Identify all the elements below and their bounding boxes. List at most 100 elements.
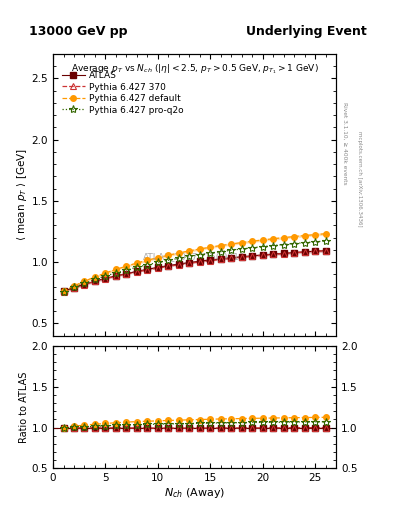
ATLAS [114,273,118,279]
Pythia 6.427 370 [176,262,181,268]
ATLAS [156,264,160,270]
Legend: ATLAS, Pythia 6.427 370, Pythia 6.427 default, Pythia 6.427 pro-q2o: ATLAS, Pythia 6.427 370, Pythia 6.427 de… [61,70,186,116]
Pythia 6.427 370 [260,252,265,259]
Pythia 6.427 370 [187,260,192,266]
Pythia 6.427 pro-q2o [281,242,286,248]
Pythia 6.427 pro-q2o [219,249,223,255]
ATLAS [82,281,87,287]
Pythia 6.427 pro-q2o [229,247,233,253]
Pythia 6.427 default [292,233,296,240]
ATLAS [281,250,286,257]
Pythia 6.427 370 [145,267,150,273]
Line: ATLAS: ATLAS [61,248,328,294]
Text: Underlying Event: Underlying Event [246,26,367,38]
Line: Pythia 6.427 pro-q2o: Pythia 6.427 pro-q2o [59,237,330,296]
Pythia 6.427 pro-q2o [250,245,255,251]
Pythia 6.427 370 [114,273,118,279]
Pythia 6.427 370 [82,282,87,288]
Pythia 6.427 370 [323,248,328,254]
Text: Rivet 3.1.10, ≥ 400k events: Rivet 3.1.10, ≥ 400k events [343,102,348,185]
Pythia 6.427 370 [229,255,233,262]
Pythia 6.427 default [197,246,202,252]
Pythia 6.427 370 [197,259,202,265]
Pythia 6.427 default [145,257,150,263]
Line: Pythia 6.427 370: Pythia 6.427 370 [61,247,329,295]
Pythia 6.427 default [93,274,97,280]
Pythia 6.427 pro-q2o [61,289,66,295]
ATLAS [93,278,97,284]
Pythia 6.427 370 [239,254,244,261]
ATLAS [302,249,307,255]
Pythia 6.427 370 [93,279,97,285]
ATLAS [219,256,223,262]
Pythia 6.427 pro-q2o [313,239,318,245]
Pythia 6.427 pro-q2o [208,250,213,256]
ATLAS [208,257,213,263]
X-axis label: $N_{ch}$ (Away): $N_{ch}$ (Away) [164,486,225,500]
Pythia 6.427 default [156,254,160,261]
Pythia 6.427 default [114,266,118,272]
ATLAS [271,251,275,257]
Y-axis label: $\langle$ mean $p_T$ $\rangle$ [GeV]: $\langle$ mean $p_T$ $\rangle$ [GeV] [15,148,29,241]
Pythia 6.427 default [166,252,171,258]
Pythia 6.427 pro-q2o [260,244,265,250]
Pythia 6.427 370 [61,289,66,295]
Pythia 6.427 pro-q2o [176,255,181,261]
Pythia 6.427 pro-q2o [72,284,76,290]
ATLAS [323,248,328,254]
Pythia 6.427 370 [302,249,307,255]
Pythia 6.427 pro-q2o [103,273,108,279]
ATLAS [229,254,233,261]
Pythia 6.427 370 [281,250,286,257]
Pythia 6.427 pro-q2o [302,240,307,246]
Pythia 6.427 default [229,241,233,247]
ATLAS [124,270,129,276]
Pythia 6.427 default [103,270,108,276]
Pythia 6.427 pro-q2o [323,238,328,244]
Text: mcplots.cern.ch [arXiv:1306.3436]: mcplots.cern.ch [arXiv:1306.3436] [357,132,362,227]
Pythia 6.427 370 [250,253,255,260]
Pythia 6.427 370 [124,271,129,277]
Line: Pythia 6.427 default: Pythia 6.427 default [61,231,328,294]
ATLAS [197,258,202,264]
Pythia 6.427 default [208,244,213,250]
ATLAS [145,266,150,272]
ATLAS [239,254,244,260]
Pythia 6.427 pro-q2o [156,260,160,266]
Pythia 6.427 pro-q2o [134,264,139,270]
Pythia 6.427 default [219,243,223,249]
Text: Average $p_T$ vs $N_{ch}$ ($|\eta| < 2.5$, $p_T > 0.5$ GeV, $p_{T_1} > 1$ GeV): Average $p_T$ vs $N_{ch}$ ($|\eta| < 2.5… [71,62,318,76]
Pythia 6.427 pro-q2o [166,257,171,263]
Text: ATLAS_2017_I1509919: ATLAS_2017_I1509919 [143,252,246,261]
Pythia 6.427 default [250,238,255,244]
Pythia 6.427 pro-q2o [239,246,244,252]
Pythia 6.427 370 [156,265,160,271]
ATLAS [61,288,66,294]
Y-axis label: Ratio to ATLAS: Ratio to ATLAS [19,372,29,443]
ATLAS [176,261,181,267]
Pythia 6.427 pro-q2o [93,276,97,283]
ATLAS [260,252,265,258]
Pythia 6.427 pro-q2o [145,262,150,268]
Pythia 6.427 default [260,237,265,243]
Pythia 6.427 pro-q2o [197,251,202,258]
Pythia 6.427 default [61,288,66,294]
Pythia 6.427 370 [292,250,296,256]
Pythia 6.427 default [281,234,286,241]
ATLAS [134,268,139,274]
Pythia 6.427 default [134,260,139,266]
Pythia 6.427 default [187,248,192,254]
Pythia 6.427 default [72,283,76,289]
Pythia 6.427 pro-q2o [114,270,118,276]
Pythia 6.427 pro-q2o [187,253,192,260]
Pythia 6.427 370 [313,248,318,254]
Pythia 6.427 370 [166,263,171,269]
Pythia 6.427 370 [219,257,223,263]
Pythia 6.427 default [176,250,181,256]
Pythia 6.427 default [313,231,318,238]
Pythia 6.427 370 [103,275,108,282]
Pythia 6.427 370 [72,285,76,291]
Pythia 6.427 default [323,231,328,237]
Pythia 6.427 default [302,232,307,239]
Pythia 6.427 pro-q2o [124,267,129,273]
